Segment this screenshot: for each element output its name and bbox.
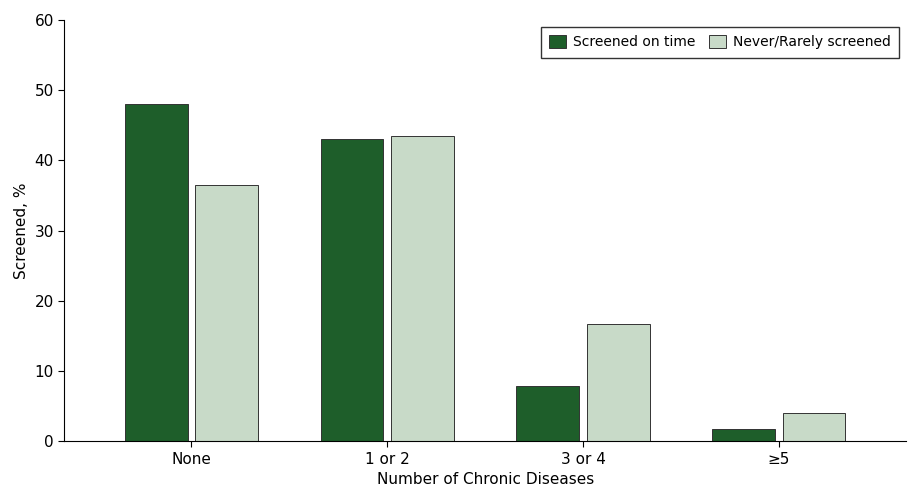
Bar xyxy=(195,185,258,441)
X-axis label: Number of Chronic Diseases: Number of Chronic Diseases xyxy=(376,472,593,487)
Bar xyxy=(711,429,774,441)
Bar xyxy=(391,136,453,441)
Bar xyxy=(586,324,649,441)
Bar xyxy=(125,104,187,441)
Legend: Screened on time, Never/Rarely screened: Screened on time, Never/Rarely screened xyxy=(540,27,898,58)
Y-axis label: Screened, %: Screened, % xyxy=(14,182,28,279)
Bar xyxy=(782,413,845,441)
Bar xyxy=(321,139,383,441)
Bar xyxy=(516,386,579,441)
